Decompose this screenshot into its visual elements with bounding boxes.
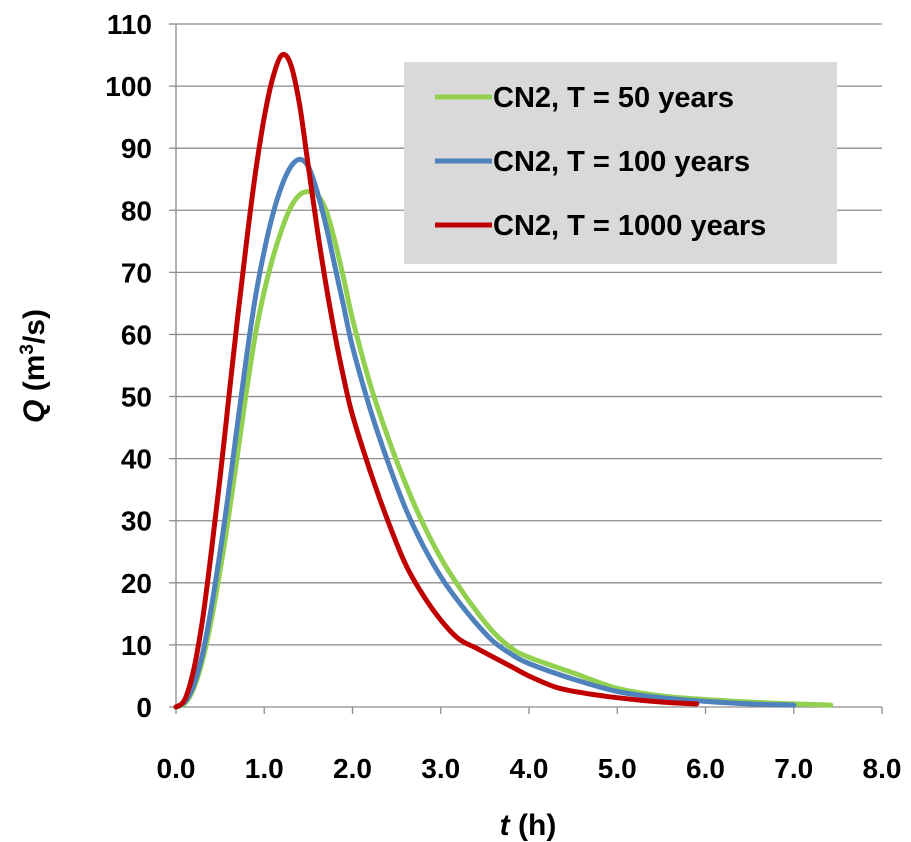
series-lines <box>173 51 834 710</box>
y-axis-title: Q (m3/s) <box>17 309 51 423</box>
y-tick-label: 60 <box>121 319 152 350</box>
y-tick-marks <box>169 23 176 708</box>
y-axis-variable: Q <box>18 400 51 423</box>
series-line-cn2-t50 <box>173 189 834 710</box>
y-tick-label: 20 <box>121 568 152 599</box>
x-tick-label: 7.0 <box>774 753 813 784</box>
x-tick-label: 3.0 <box>421 753 460 784</box>
x-tick-labels: 0.0 1.0 2.0 3.0 4.0 5.0 6.0 7.0 8.0 <box>157 753 902 784</box>
x-tick-label: 2.0 <box>333 753 372 784</box>
x-tick-label: 8.0 <box>863 753 902 784</box>
y-tick-label: 90 <box>121 133 152 164</box>
y-tick-label: 40 <box>121 444 152 475</box>
x-tick-label: 6.0 <box>686 753 725 784</box>
x-tick-marks <box>175 707 883 714</box>
x-axis-variable: t <box>500 809 512 842</box>
y-tick-label: 100 <box>105 71 152 102</box>
legend-label-cn2-t100: CN2, T = 100 years <box>493 146 750 178</box>
y-axis-unit-suffix: /s) <box>18 309 51 344</box>
legend-label-cn2-t1000: CN2, T = 1000 years <box>493 210 766 242</box>
x-tick-label: 1.0 <box>245 753 284 784</box>
y-axis-unit-superscript: 3 <box>17 344 38 355</box>
y-tick-label: 30 <box>121 506 152 537</box>
x-tick-label: 5.0 <box>598 753 637 784</box>
x-tick-label: 4.0 <box>510 753 549 784</box>
x-axis-unit: (h) <box>510 809 557 842</box>
y-tick-label: 80 <box>121 195 152 226</box>
x-tick-label: 0.0 <box>157 753 196 784</box>
legend: CN2, T = 50 years CN2, T = 100 years CN2, … <box>404 62 837 264</box>
y-tick-label: 10 <box>121 630 152 661</box>
legend-items: CN2, T = 50 years CN2, T = 100 years CN2, … <box>435 82 766 242</box>
y-tick-label: 50 <box>121 382 152 413</box>
legend-label-cn2-t50: CN2, T = 50 years <box>493 82 734 114</box>
y-tick-label: 110 <box>107 9 152 40</box>
y-tick-labels: 0 10 20 30 40 50 60 70 80 90 100 110 <box>105 9 152 723</box>
series-line-cn2-t1000 <box>173 51 700 710</box>
y-axis-unit-prefix: (m <box>18 355 51 400</box>
y-tick-label: 70 <box>121 257 152 288</box>
y-tick-label: 0 <box>136 692 152 723</box>
x-axis-title: t (h) <box>500 809 557 842</box>
series-line-cn2-t100 <box>173 156 797 710</box>
